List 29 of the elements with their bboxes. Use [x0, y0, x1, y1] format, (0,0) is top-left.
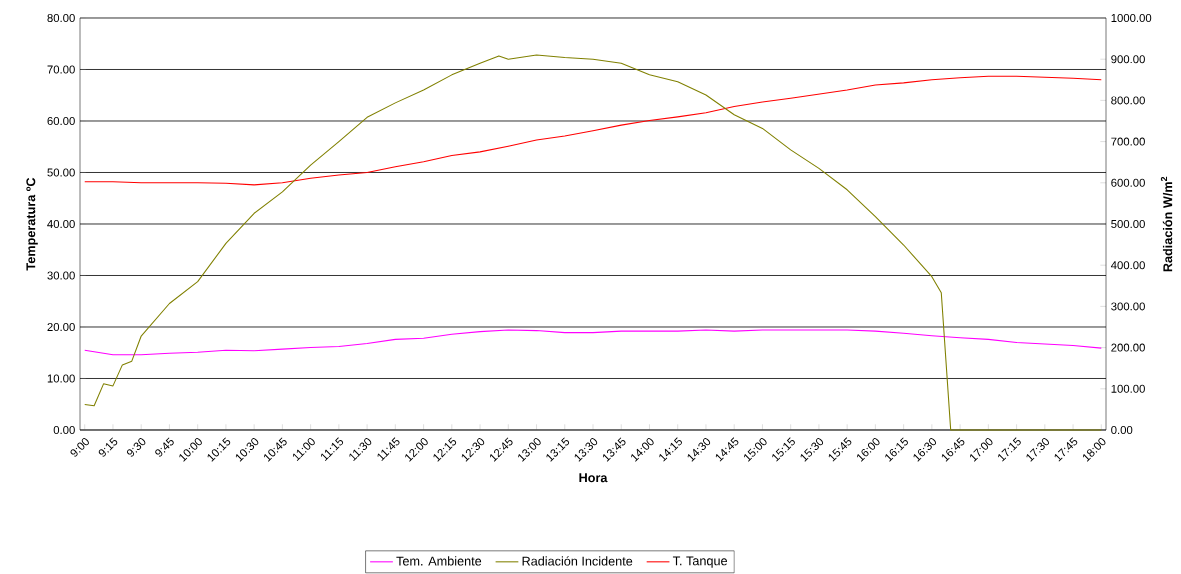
- legend-label: Tem. Ambiente: [396, 556, 482, 566]
- y-tick-label: 20.00: [47, 322, 75, 331]
- y-tick-label: 70.00: [47, 65, 75, 74]
- x-tick-label: 9:00: [70, 438, 89, 457]
- y-tick-label: 60.00: [47, 116, 75, 125]
- y2-tick-label: 500.00: [1111, 219, 1145, 228]
- y2-tick-label: 700.00: [1111, 137, 1145, 146]
- y-tick-label: 80.00: [47, 13, 75, 22]
- y2-tick-label: 1000.00: [1111, 13, 1152, 22]
- y2-tick-label: 400.00: [1110, 261, 1145, 270]
- y2-axis-title: Radiación W/m$^{2}$: [1160, 176, 1173, 272]
- y-axis-title: Temperatura ºC: [26, 177, 38, 271]
- y2-tick-label: 100.00: [1111, 384, 1145, 393]
- y2-tick-label: 300.00: [1111, 302, 1145, 311]
- x-axis-title: Hora: [579, 473, 608, 483]
- y2-tick-label: 0.00: [1111, 425, 1133, 434]
- y-tick-label: 30.00: [47, 271, 75, 280]
- y-tick-label: 40.00: [47, 219, 75, 228]
- legend-label: Radiación Incidente: [522, 556, 633, 566]
- y2-tick-label: 900.00: [1111, 55, 1145, 64]
- y2-tick-label: 800.00: [1111, 96, 1145, 105]
- y2-tick-label: 200.00: [1111, 343, 1145, 352]
- y2-tick-label: 600.00: [1111, 178, 1145, 187]
- y-tick-label: 50.00: [47, 168, 75, 177]
- y-tick-label: 10.00: [47, 374, 75, 383]
- line-series: [84, 54, 1102, 431]
- y-tick-label: 0.00: [53, 425, 75, 434]
- x-tick-label: 9:30: [126, 438, 146, 457]
- legend-label: T. Tanque: [672, 556, 728, 568]
